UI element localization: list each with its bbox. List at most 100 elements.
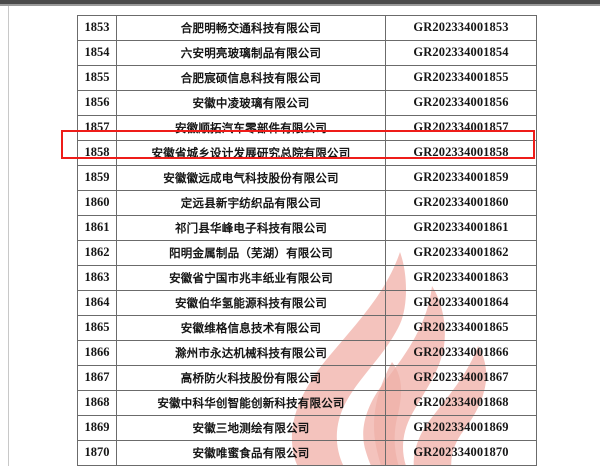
certificate-code-cell: GR202334001867 (385, 365, 537, 391)
certificate-code-cell-text: GR202334001870 (413, 445, 509, 460)
table-row[interactable]: 1855 合肥宸硕信息科技有限公司 GR202334001855 (77, 65, 537, 91)
table-row[interactable]: 1867 高桥防火科技股份有限公司 GR202334001867 (77, 365, 537, 391)
row-index-cell: 1866 (77, 340, 117, 366)
company-name-cell: 阳明金属制品（芜湖）有限公司 (116, 240, 386, 266)
certificate-code-cell-text: GR202334001853 (413, 20, 509, 35)
certificate-table: 1853 合肥明畅交通科技有限公司 GR202334001853 1854 六安明亮玻璃… (77, 15, 537, 466)
row-index-cell-text: 1861 (84, 220, 110, 235)
row-index-cell-text: 1868 (84, 395, 110, 410)
table-row[interactable]: 1857 安徽顺拓汽车零部件有限公司 GR202334001857 (77, 115, 537, 141)
table-row[interactable]: 1856 安徽中凌玻璃有限公司 GR202334001856 (77, 90, 537, 116)
certificate-code-cell-text: GR202334001862 (413, 245, 509, 260)
company-name-cell: 滁州市永达机械科技有限公司 (116, 340, 386, 366)
page-top-edge-band (0, 0, 600, 4)
row-index-cell: 1859 (77, 165, 117, 191)
row-index-cell: 1854 (77, 40, 117, 66)
company-name-cell-text: 安徽省宁国市兆丰纸业有限公司 (169, 270, 333, 285)
row-index-cell: 1858 (77, 140, 117, 166)
company-name-cell: 安徽伯华氢能源科技有限公司 (116, 290, 386, 316)
certificate-code-cell-text: GR202334001860 (413, 195, 509, 210)
certificate-code-cell: GR202334001854 (385, 40, 537, 66)
company-name-cell-text: 合肥宸硕信息科技有限公司 (180, 70, 322, 85)
company-name-cell: 安徽中科华创智能创新科技有限公司 (116, 390, 386, 416)
table-row[interactable]: 1870 安徽唯蜜食品有限公司 GR202334001870 (77, 440, 537, 466)
company-name-cell-text: 安徽中科华创智能创新科技有限公司 (157, 395, 345, 410)
row-index-cell: 1864 (77, 290, 117, 316)
row-index-cell-text: 1866 (84, 345, 110, 360)
certificate-code-cell-text: GR202334001861 (413, 220, 509, 235)
table-row[interactable]: 1859 安徽徽远成电气科技股份有限公司 GR202334001859 (77, 165, 537, 191)
row-index-cell: 1865 (77, 315, 117, 341)
certificate-code-cell: GR202334001855 (385, 65, 537, 91)
row-index-cell-text: 1863 (84, 270, 110, 285)
row-index-cell-text: 1870 (84, 445, 110, 460)
certificate-code-cell-text: GR202334001863 (413, 270, 509, 285)
company-name-cell-text: 安徽中凌玻璃有限公司 (192, 95, 310, 110)
company-name-cell-text: 祁门县华峰电子科技有限公司 (174, 220, 328, 235)
company-name-cell: 安徽省城乡设计发展研究总院有限公司 (116, 140, 386, 166)
company-name-cell-text: 滁州市永达机械科技有限公司 (174, 345, 328, 360)
certificate-code-cell-text: GR202334001859 (413, 170, 509, 185)
certificate-code-cell: GR202334001856 (385, 90, 537, 116)
table-row[interactable]: 1853 合肥明畅交通科技有限公司 GR202334001853 (77, 15, 537, 41)
certificate-code-cell: GR202334001868 (385, 390, 537, 416)
row-index-cell-text: 1853 (84, 20, 110, 35)
certificate-code-cell: GR202334001869 (385, 415, 537, 441)
company-name-cell: 祁门县华峰电子科技有限公司 (116, 215, 386, 241)
row-index-cell-text: 1860 (84, 195, 110, 210)
certificate-code-cell-text: GR202334001864 (413, 295, 509, 310)
table-row[interactable]: 1868 安徽中科华创智能创新科技有限公司 GR202334001868 (77, 390, 537, 416)
row-index-cell-text: 1862 (84, 245, 110, 260)
table-row[interactable]: 1863 安徽省宁国市兆丰纸业有限公司 GR202334001863 (77, 265, 537, 291)
company-name-cell: 安徽唯蜜食品有限公司 (116, 440, 386, 466)
table-row[interactable]: 1865 安徽维格信息技术有限公司 GR202334001865 (77, 315, 537, 341)
row-index-cell: 1861 (77, 215, 117, 241)
table-row[interactable]: 1854 六安明亮玻璃制品有限公司 GR202334001854 (77, 40, 537, 66)
certificate-code-cell-text: GR202334001854 (413, 45, 509, 60)
company-name-cell: 安徽三地测绘有限公司 (116, 415, 386, 441)
company-name-cell: 合肥明畅交通科技有限公司 (116, 15, 386, 41)
certificate-code-cell: GR202334001863 (385, 265, 537, 291)
table-row[interactable]: 1866 滁州市永达机械科技有限公司 GR202334001866 (77, 340, 537, 366)
table-row[interactable]: 1861 祁门县华峰电子科技有限公司 GR202334001861 (77, 215, 537, 241)
company-name-cell-text: 安徽唯蜜食品有限公司 (192, 445, 310, 460)
certificate-code-cell-text: GR202334001868 (413, 395, 509, 410)
row-index-cell-text: 1867 (84, 370, 110, 385)
company-name-cell-text: 六安明亮玻璃制品有限公司 (180, 45, 322, 60)
row-index-cell-text: 1854 (84, 45, 110, 60)
row-index-cell-text: 1864 (84, 295, 110, 310)
row-index-cell: 1856 (77, 90, 117, 116)
company-name-cell-text: 安徽顺拓汽车零部件有限公司 (174, 120, 328, 135)
company-name-cell: 安徽省宁国市兆丰纸业有限公司 (116, 265, 386, 291)
row-index-cell-text: 1855 (84, 70, 110, 85)
certificate-code-cell-text: GR202334001857 (413, 120, 509, 135)
certificate-code-cell: GR202334001866 (385, 340, 537, 366)
page-left-edge-line (8, 6, 9, 466)
row-index-cell: 1869 (77, 415, 117, 441)
company-name-cell-text: 高桥防火科技股份有限公司 (180, 370, 322, 385)
row-index-cell: 1868 (77, 390, 117, 416)
row-index-cell: 1862 (77, 240, 117, 266)
table-body: 1853 合肥明畅交通科技有限公司 GR202334001853 1854 六安明亮玻璃… (77, 15, 537, 466)
row-index-cell: 1860 (77, 190, 117, 216)
page-top-edge-shadow (0, 4, 600, 6)
certificate-code-cell-text: GR202334001867 (413, 370, 509, 385)
table-row[interactable]: 1869 安徽三地测绘有限公司 GR202334001869 (77, 415, 537, 441)
company-name-cell: 安徽中凌玻璃有限公司 (116, 90, 386, 116)
table-row[interactable]: 1860 定远县新宇纺织品有限公司 GR202334001860 (77, 190, 537, 216)
row-index-cell: 1870 (77, 440, 117, 466)
row-index-cell-text: 1857 (84, 120, 110, 135)
table-row[interactable]: 1862 阳明金属制品（芜湖）有限公司 GR202334001862 (77, 240, 537, 266)
certificate-code-cell: GR202334001858 (385, 140, 537, 166)
row-index-cell-text: 1869 (84, 420, 110, 435)
table-row[interactable]: 1858 安徽省城乡设计发展研究总院有限公司 GR202334001858 (77, 140, 537, 166)
row-index-cell-text: 1865 (84, 320, 110, 335)
certificate-code-cell-text: GR202334001856 (413, 95, 509, 110)
table-row[interactable]: 1864 安徽伯华氢能源科技有限公司 GR202334001864 (77, 290, 537, 316)
row-index-cell: 1855 (77, 65, 117, 91)
certificate-code-cell-text: GR202334001855 (413, 70, 509, 85)
certificate-code-cell-text: GR202334001858 (413, 145, 509, 160)
company-name-cell-text: 合肥明畅交通科技有限公司 (180, 20, 322, 35)
company-name-cell-text: 安徽省城乡设计发展研究总院有限公司 (151, 145, 351, 160)
row-index-cell: 1857 (77, 115, 117, 141)
